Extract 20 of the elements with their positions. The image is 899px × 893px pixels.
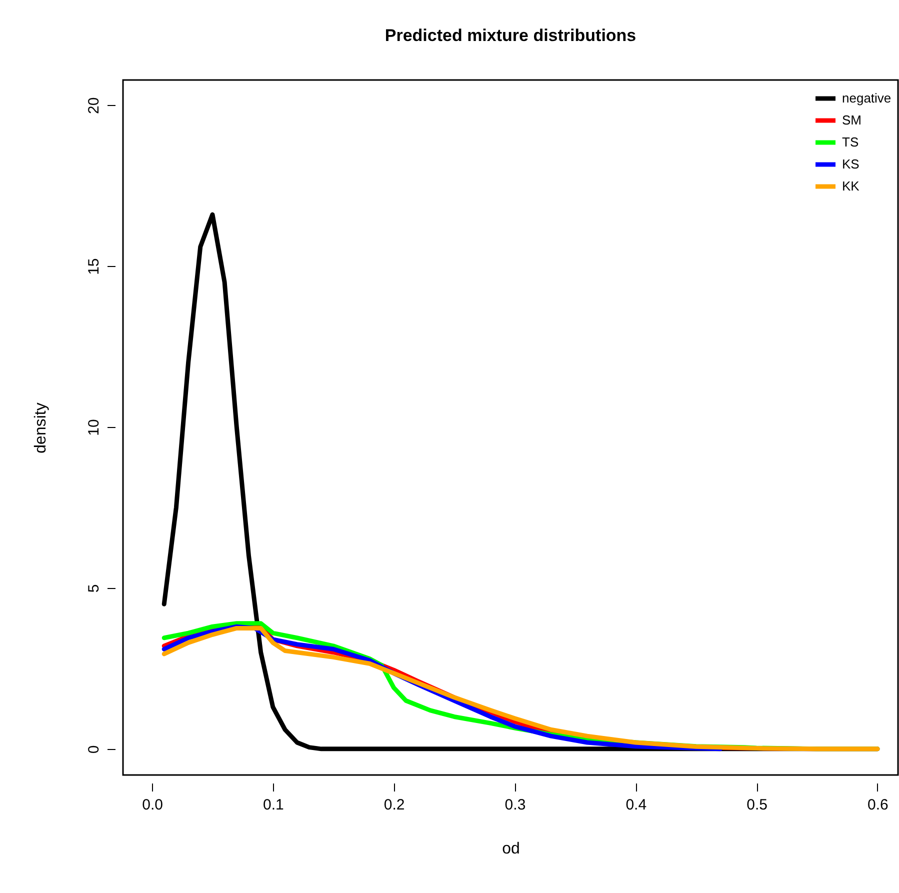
x-tick-label: 0.4 bbox=[626, 796, 647, 814]
y-tick-label: 5 bbox=[86, 584, 102, 593]
legend-label: KK bbox=[842, 178, 860, 194]
y-tick-label: 10 bbox=[86, 419, 102, 436]
legend-label: KS bbox=[842, 156, 860, 172]
x-tick-label: 0.1 bbox=[262, 796, 284, 814]
x-tick-label: 0.6 bbox=[868, 796, 888, 814]
y-tick-label: 0 bbox=[86, 745, 102, 754]
y-tick-label: 20 bbox=[86, 97, 102, 114]
legend-label: TS bbox=[842, 134, 859, 150]
chart-title: Predicted mixture distributions bbox=[384, 26, 636, 45]
legend-label: negative bbox=[842, 90, 892, 106]
x-tick-label: 0.5 bbox=[746, 796, 768, 814]
y-axis-title: density bbox=[32, 402, 50, 454]
y-tick-label: 15 bbox=[86, 258, 102, 275]
x-tick-label: 0.0 bbox=[142, 796, 163, 814]
x-axis-title: od bbox=[502, 840, 520, 858]
x-tick-label: 0.2 bbox=[384, 796, 405, 814]
x-tick-label: 0.3 bbox=[504, 796, 526, 814]
legend-label: SM bbox=[842, 112, 862, 128]
